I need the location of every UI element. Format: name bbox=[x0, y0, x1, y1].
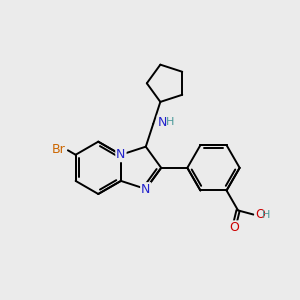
Text: Br: Br bbox=[52, 142, 66, 156]
Text: O: O bbox=[229, 221, 239, 234]
Text: O: O bbox=[255, 208, 265, 221]
Text: N: N bbox=[116, 148, 126, 161]
Text: N: N bbox=[158, 116, 167, 129]
Text: N: N bbox=[141, 183, 151, 196]
Text: H: H bbox=[262, 210, 271, 220]
Text: H: H bbox=[166, 117, 174, 127]
